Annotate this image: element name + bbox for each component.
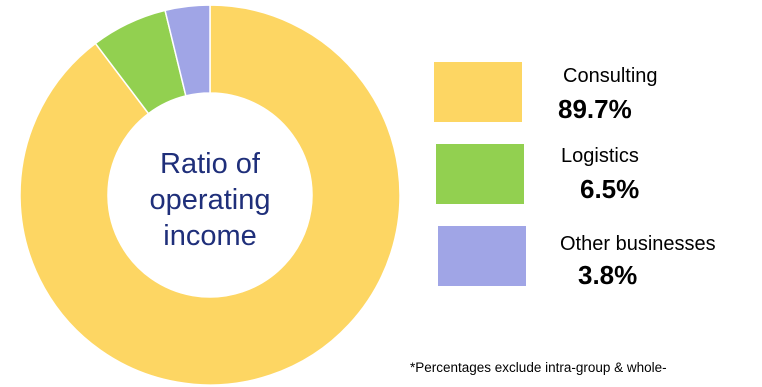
legend-value-other-businesses: 3.8% [578,260,638,290]
legend-swatch-other-businesses [438,226,526,286]
center-label-line-1: Ratio of [160,148,260,180]
center-label-line-3: income [163,220,257,252]
legend-value-logistics: 6.5% [580,174,640,204]
legend-label-consulting: Consulting [563,65,658,87]
legend-label-other-businesses: Other businesses [560,233,716,255]
donut-slice-consulting [19,4,401,386]
legend-swatch-consulting [434,62,522,122]
donut-slice-other-businesses [164,4,211,97]
legend-value-consulting: 89.7% [558,94,632,124]
donut-chart [19,4,401,386]
donut-center-label: Ratio of operating income [110,146,310,254]
center-label-line-2: operating [149,184,271,216]
legend-label-logistics: Logistics [561,145,639,167]
legend-swatch-logistics [436,144,524,204]
footnote: *Percentages exclude intra-group & whole… [410,360,667,375]
